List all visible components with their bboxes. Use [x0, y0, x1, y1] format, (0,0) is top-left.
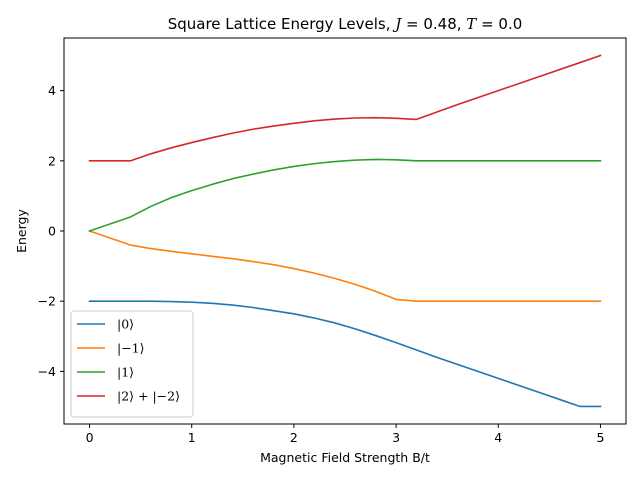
- chart-title-eq-j: = 0.48,: [401, 15, 466, 33]
- y-tick-label-0: −4: [38, 364, 56, 379]
- legend-label-1: |−1⟩: [117, 341, 145, 356]
- plot-frame: [63, 37, 627, 425]
- plot-lines: [88, 54, 602, 408]
- series-line-0: [88, 300, 602, 408]
- series-line-1: [88, 229, 602, 302]
- series-line-3: [88, 54, 602, 162]
- legend: |0⟩ |−1⟩ |1⟩ |2⟩ + |−2⟩: [70, 310, 194, 418]
- axis-ticks: 0 1 2 3 4 5 −4 −2 0 2 4: [38, 83, 605, 445]
- legend-label-2: |1⟩: [117, 365, 134, 380]
- x-tick-label-2: 2: [290, 430, 298, 445]
- chart-title-prefix: Square Lattice Energy Levels,: [168, 15, 396, 33]
- chart-title: Square Lattice Energy Levels, J = 0.48, …: [168, 15, 523, 33]
- x-tick-label-5: 5: [596, 430, 604, 445]
- x-tick-label-3: 3: [392, 430, 400, 445]
- x-tick-label-1: 1: [188, 430, 196, 445]
- legend-label-3: |2⟩ + |−2⟩: [117, 389, 180, 404]
- y-tick-label-3: 2: [48, 153, 56, 168]
- x-tick-label-0: 0: [86, 430, 94, 445]
- y-tick-label-4: 4: [48, 83, 56, 98]
- chart-title-var-t: T: [466, 15, 477, 33]
- legend-box: [70, 310, 194, 418]
- y-tick-label-2: 0: [48, 224, 56, 239]
- x-axis-label: Magnetic Field Strength B/t: [260, 450, 430, 465]
- legend-label-0: |0⟩: [117, 317, 134, 332]
- chart-title-var-j: J: [392, 15, 402, 33]
- series-line-2: [88, 158, 602, 233]
- y-axis-label: Energy: [14, 209, 29, 253]
- y-tick-label-1: −2: [38, 294, 56, 309]
- x-tick-label-4: 4: [494, 430, 502, 445]
- chart-title-eq-t: = 0.0: [476, 15, 522, 33]
